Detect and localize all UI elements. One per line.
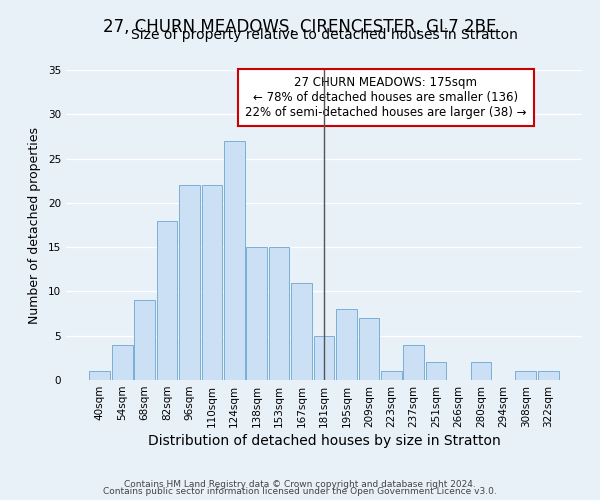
Bar (179, 185, 200, 380)
Bar (247, 247, 267, 380)
Bar (403, 344, 424, 380)
Bar (224, 141, 245, 380)
Bar (538, 371, 559, 380)
Text: Contains HM Land Registry data © Crown copyright and database right 2024.: Contains HM Land Registry data © Crown c… (124, 480, 476, 489)
Bar (269, 247, 289, 380)
Y-axis label: Number of detached properties: Number of detached properties (28, 126, 41, 324)
Text: Contains public sector information licensed under the Open Government Licence v3: Contains public sector information licen… (103, 487, 497, 496)
Title: Size of property relative to detached houses in Stratton: Size of property relative to detached ho… (131, 28, 517, 42)
Bar (314, 336, 334, 380)
Bar (426, 362, 446, 380)
Bar (89, 371, 110, 380)
Bar (134, 300, 155, 380)
Bar (202, 185, 222, 380)
Bar (515, 371, 536, 380)
Bar (359, 318, 379, 380)
Bar (470, 362, 491, 380)
Bar (336, 309, 357, 380)
Bar (157, 220, 178, 380)
Bar (381, 371, 401, 380)
Bar (291, 282, 312, 380)
Bar (112, 344, 133, 380)
Text: 27 CHURN MEADOWS: 175sqm
← 78% of detached houses are smaller (136)
22% of semi-: 27 CHURN MEADOWS: 175sqm ← 78% of detach… (245, 76, 527, 119)
Text: 27, CHURN MEADOWS, CIRENCESTER, GL7 2BE: 27, CHURN MEADOWS, CIRENCESTER, GL7 2BE (103, 18, 497, 36)
X-axis label: Distribution of detached houses by size in Stratton: Distribution of detached houses by size … (148, 434, 500, 448)
